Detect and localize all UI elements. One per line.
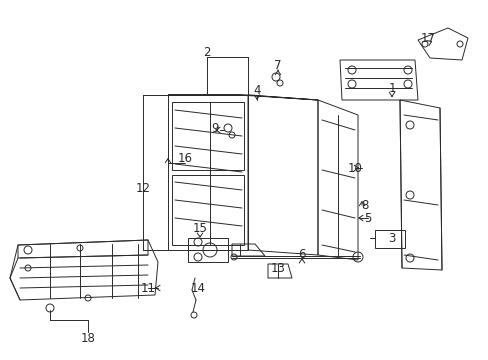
Text: 13: 13	[270, 261, 285, 275]
Text: 3: 3	[387, 231, 395, 244]
Text: 17: 17	[420, 32, 435, 45]
Text: 10: 10	[347, 162, 362, 175]
Text: 14: 14	[190, 282, 205, 294]
Text: 18: 18	[81, 332, 95, 345]
Text: 2: 2	[203, 45, 210, 59]
Text: 12: 12	[135, 181, 150, 194]
Text: 7: 7	[274, 59, 281, 72]
Text: 6: 6	[298, 248, 305, 261]
Text: 1: 1	[387, 81, 395, 95]
Text: 9: 9	[211, 122, 218, 135]
Text: 4: 4	[253, 84, 260, 96]
Text: 5: 5	[364, 212, 371, 225]
Text: 16: 16	[177, 152, 192, 165]
Text: 11: 11	[140, 282, 155, 294]
Text: 8: 8	[361, 198, 368, 212]
Text: 15: 15	[192, 221, 207, 234]
